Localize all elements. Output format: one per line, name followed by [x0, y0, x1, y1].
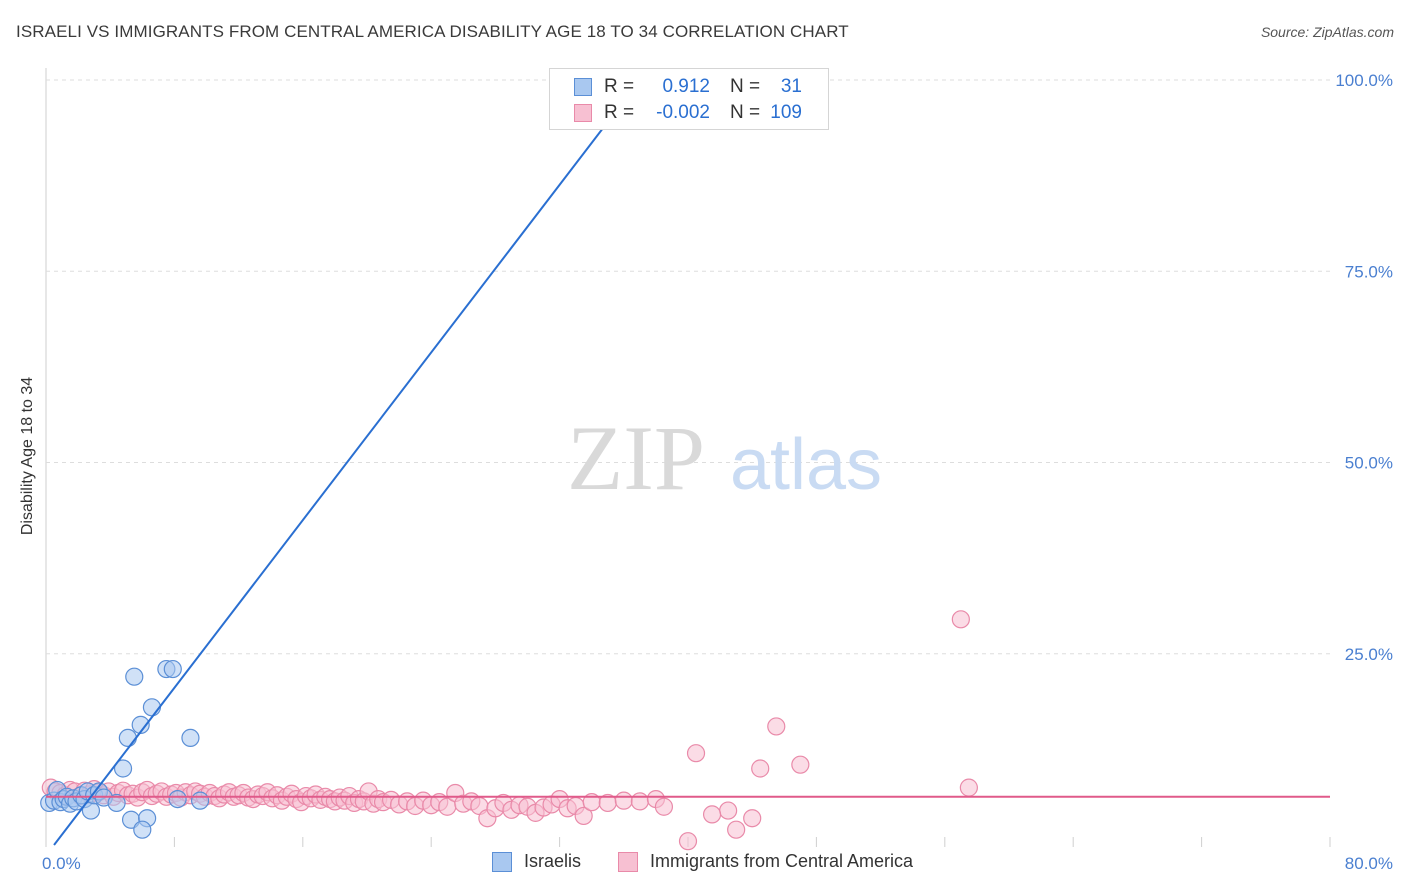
legend-n-value: 31 [780, 76, 802, 97]
point-central-america [959, 778, 978, 797]
legend-swatch-pink [574, 104, 592, 122]
point-central-america [686, 744, 706, 763]
point-central-america [614, 791, 633, 810]
point-central-america [574, 806, 593, 826]
point-central-america [743, 809, 762, 828]
point-israelis [125, 667, 144, 686]
chart-title: ISRAELI VS IMMIGRANTS FROM CENTRAL AMERI… [16, 22, 849, 41]
legend-n-label: N = [730, 102, 761, 123]
watermark: ZIP atlas [567, 407, 882, 509]
legend-item-central-america[interactable]: Immigrants from Central America [618, 851, 913, 872]
y-tick-label: 100.0% [1335, 71, 1393, 90]
legend-row-central-america: R = -0.002 N = 109 [574, 100, 802, 126]
legend-n-label: N = [730, 76, 761, 97]
legend-label-central-america: Immigrants from Central America [650, 851, 914, 871]
source-label: Source: ZipAtlas.com [1260, 24, 1394, 40]
point-central-america [630, 792, 649, 811]
trend-line-israelis [53, 79, 641, 846]
point-israelis [181, 728, 200, 748]
legend-n-value: 109 [770, 102, 802, 123]
watermark-atlas: atlas [730, 425, 882, 505]
legend-stats: R = 0.912 N = 31 R = -0.002 N = 109 [549, 68, 829, 130]
point-central-america [702, 805, 722, 824]
trend-lines [46, 79, 1330, 846]
legend-label-israelis: Israelis [524, 851, 582, 871]
legend-swatch-pink [618, 851, 638, 872]
watermark-zip: ZIP [567, 407, 705, 509]
point-israelis [168, 789, 187, 809]
legend-swatch-blue [574, 78, 592, 96]
point-israelis [190, 791, 210, 810]
x-tick-label-min: 0.0% [42, 854, 81, 873]
point-central-america [719, 801, 738, 820]
point-israelis [118, 728, 137, 748]
point-central-america [767, 717, 786, 736]
point-central-america [727, 820, 746, 839]
legend-r-label: R = [604, 102, 635, 123]
point-central-america [791, 755, 810, 774]
legend-row-israelis: R = 0.912 N = 31 [574, 74, 802, 100]
point-israelis [133, 820, 152, 839]
legend-series: Israelis Immigrants from Central America [0, 851, 1406, 879]
point-israelis [107, 793, 126, 813]
point-central-america [751, 759, 770, 778]
x-tick-label-max: 80.0% [1345, 854, 1393, 873]
legend-r-value: 0.912 [662, 76, 710, 97]
tick-labels: 25.0% 50.0% 75.0% 100.0% 0.0% 80.0% [42, 71, 1393, 873]
point-israelis [163, 659, 182, 679]
legend-r-label: R = [604, 76, 635, 97]
legend-r-value: -0.002 [656, 102, 710, 123]
y-tick-label: 50.0% [1345, 454, 1393, 473]
point-israelis [113, 759, 133, 778]
series-central-america-points [41, 610, 978, 851]
y-tick-label: 75.0% [1345, 262, 1393, 281]
point-central-america [678, 832, 698, 851]
point-israelis [142, 698, 162, 717]
point-central-america [654, 797, 674, 816]
legend-item-israelis[interactable]: Israelis [492, 851, 581, 872]
legend-swatch-blue [492, 851, 512, 872]
y-tick-label: 25.0% [1345, 645, 1393, 664]
point-central-america [951, 610, 970, 629]
